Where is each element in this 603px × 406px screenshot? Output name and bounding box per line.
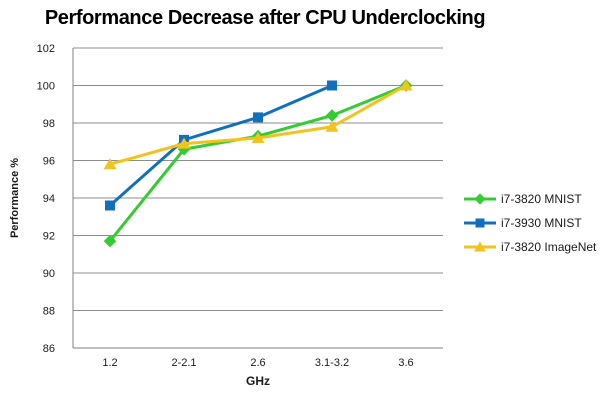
legend-marker-square xyxy=(475,218,485,228)
y-tick-label: 92 xyxy=(43,231,55,243)
legend-entry: i7-3930 MNIST xyxy=(463,211,596,235)
legend: i7-3820 MNIST i7-3930 MNIST i7-3820 ImageN… xyxy=(463,187,596,259)
y-tick-label: 90 xyxy=(43,268,55,280)
data-point-square xyxy=(105,200,115,211)
legend-triangle-icon xyxy=(464,241,496,252)
x-tick-label: 2.6 xyxy=(250,357,265,369)
legend-entry: i7-3820 ImageNet xyxy=(463,235,596,259)
legend-marker-diamond xyxy=(474,193,486,205)
y-tick-label: 88 xyxy=(43,306,55,318)
legend-entry: i7-3820 MNIST xyxy=(463,187,596,211)
chart-title: Performance Decrease after CPU Undercloc… xyxy=(44,7,486,29)
x-tick-label: 2-2.1 xyxy=(171,357,196,369)
y-tick-label: 98 xyxy=(43,118,55,130)
x-tick-label: 3.6 xyxy=(398,357,413,369)
legend-label: i7-3820 ImageNet xyxy=(501,240,597,254)
x-tick-label: 1.2 xyxy=(102,357,117,369)
y-tick-label: 94 xyxy=(43,193,55,205)
data-point-square xyxy=(253,112,263,123)
series-i7-3820-mnist xyxy=(103,79,413,248)
data-point-triangle xyxy=(399,79,413,91)
y-axis-title: Performance % xyxy=(9,157,21,239)
data-point-square xyxy=(327,80,337,91)
legend-diamond-icon xyxy=(464,193,496,205)
legend-marker-triangle xyxy=(474,241,486,252)
data-point-triangle xyxy=(251,132,265,143)
y-tick-label: 96 xyxy=(43,156,55,168)
series-line xyxy=(109,84,407,166)
legend-square-icon xyxy=(464,218,496,228)
y-tick-label: 86 xyxy=(43,343,55,355)
series-i7-3930-mnist xyxy=(105,80,337,211)
data-point-diamond xyxy=(103,234,117,248)
data-point-triangle xyxy=(103,158,117,170)
y-tick-label: 102 xyxy=(37,43,55,55)
series-line xyxy=(109,84,333,207)
legend-label: i7-3930 MNIST xyxy=(501,216,582,230)
y-tick-label: 100 xyxy=(37,81,55,93)
legend-label: i7-3820 MNIST xyxy=(501,192,582,206)
data-point-diamond xyxy=(325,109,339,122)
data-point-triangle xyxy=(177,137,191,149)
x-axis-title: GHz xyxy=(246,374,270,388)
series-i7-3820-imagenet xyxy=(103,79,413,170)
data-point-triangle xyxy=(325,120,339,132)
x-tick-label: 3.1-3.2 xyxy=(315,357,349,369)
